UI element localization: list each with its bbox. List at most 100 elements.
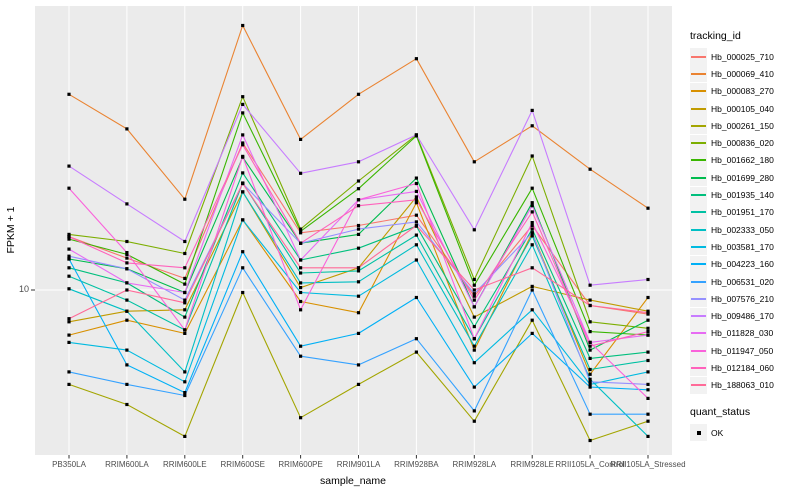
data-point-marker <box>183 301 187 305</box>
legend-line-icon <box>691 211 706 214</box>
data-point-marker <box>414 133 418 137</box>
legend-line-icon <box>691 332 706 335</box>
data-point-marker <box>356 331 361 335</box>
data-point-marker <box>183 251 187 256</box>
data-point-marker <box>183 290 187 295</box>
data-point-marker <box>530 186 534 190</box>
data-point-marker <box>588 412 592 416</box>
data-point-marker <box>414 337 418 341</box>
data-point-marker <box>646 388 650 392</box>
data-point-marker <box>183 328 187 332</box>
data-point-marker <box>356 227 361 231</box>
data-point-marker <box>414 223 418 228</box>
data-point-marker <box>356 311 361 315</box>
data-point-marker <box>588 298 592 302</box>
legend-line-icon <box>691 124 706 127</box>
data-point-marker <box>356 92 361 96</box>
data-point-marker <box>356 269 361 273</box>
data-point-marker <box>241 95 245 99</box>
legend-item-label: Hb_000836_020 <box>711 138 774 149</box>
data-point-marker <box>588 377 592 381</box>
legend-key-swatch <box>690 169 707 187</box>
data-point-marker <box>588 372 592 376</box>
legend-line-icon <box>691 315 706 318</box>
data-point-marker <box>414 201 418 205</box>
x-axis-title: sample_name <box>320 475 386 487</box>
data-point-marker <box>125 288 129 292</box>
data-point-marker <box>356 187 361 191</box>
data-point-marker <box>183 197 187 201</box>
legend-item-Hb_011828_030: Hb_011828_030 <box>690 324 798 342</box>
data-point-marker <box>299 227 303 231</box>
data-point-marker <box>299 416 303 420</box>
black-square-marker-icon <box>696 430 701 435</box>
data-point-marker <box>472 228 476 232</box>
legend-key-swatch <box>690 424 707 442</box>
data-point-marker <box>299 229 303 233</box>
quant-status-legend-list: OK <box>690 424 798 442</box>
legend-line-icon <box>691 297 706 300</box>
data-point-marker <box>588 356 592 360</box>
legend-item-quant-ok: OK <box>690 424 798 442</box>
data-point-marker <box>472 348 476 352</box>
legend-item-Hb_011947_050: Hb_011947_050 <box>690 342 798 360</box>
data-point-marker <box>67 287 71 291</box>
data-point-marker <box>588 283 592 287</box>
legend-item-label: Hb_000025_710 <box>711 51 774 62</box>
legend-item-Hb_001951_170: Hb_001951_170 <box>690 203 798 221</box>
data-point-marker <box>67 274 71 278</box>
data-point-marker <box>299 137 303 141</box>
data-point-marker <box>646 326 650 330</box>
data-point-marker <box>588 438 592 443</box>
legend-item-label: Hb_012184_060 <box>711 362 774 373</box>
data-point-marker <box>183 298 187 302</box>
legend-key-swatch <box>690 255 707 273</box>
data-point-marker <box>356 204 361 208</box>
data-point-marker <box>183 308 187 312</box>
data-point-marker <box>125 261 129 265</box>
data-point-marker <box>530 308 534 312</box>
data-point-marker <box>646 206 650 210</box>
data-point-marker <box>125 252 129 256</box>
data-point-marker <box>183 391 187 395</box>
data-point-marker <box>472 361 476 365</box>
data-point-marker <box>530 231 534 235</box>
data-point-marker <box>67 235 71 239</box>
legend-line-icon <box>691 72 706 75</box>
legend-line-icon <box>691 349 706 352</box>
legend-item-label: Hb_188063_010 <box>711 380 774 391</box>
data-point-marker <box>588 330 592 334</box>
data-point-marker <box>183 239 187 244</box>
data-point-marker <box>356 246 361 250</box>
legend-line-icon <box>691 263 706 266</box>
legend-line-icon <box>691 55 706 58</box>
data-point-marker <box>67 370 71 374</box>
legend-key-swatch <box>690 48 707 66</box>
data-point-marker <box>472 337 476 341</box>
data-point-marker <box>241 190 245 194</box>
data-point-marker <box>183 282 187 286</box>
legend-key-swatch <box>690 324 707 342</box>
legend-line-icon <box>691 142 706 145</box>
data-point-marker <box>125 202 129 206</box>
legend-key-swatch <box>690 307 707 325</box>
data-point-marker <box>299 171 303 175</box>
data-point-marker <box>646 295 650 300</box>
data-point-marker <box>67 237 71 241</box>
legend-item-label: Hb_000261_150 <box>711 120 774 131</box>
data-point-marker <box>183 315 187 319</box>
legend-key-swatch <box>690 342 707 360</box>
legend-item-label: Hb_001935_140 <box>711 190 774 201</box>
data-point-marker <box>472 325 476 329</box>
data-point-marker <box>530 210 534 214</box>
legend-item-label: Hb_000069_410 <box>711 68 774 79</box>
data-point-marker <box>125 382 129 386</box>
data-point-marker <box>588 348 592 352</box>
data-point-marker <box>588 167 592 171</box>
data-point-marker <box>67 382 71 386</box>
data-point-marker <box>125 256 129 260</box>
data-point-marker <box>67 92 71 96</box>
data-point-marker <box>241 154 245 158</box>
data-point-marker <box>588 382 592 386</box>
